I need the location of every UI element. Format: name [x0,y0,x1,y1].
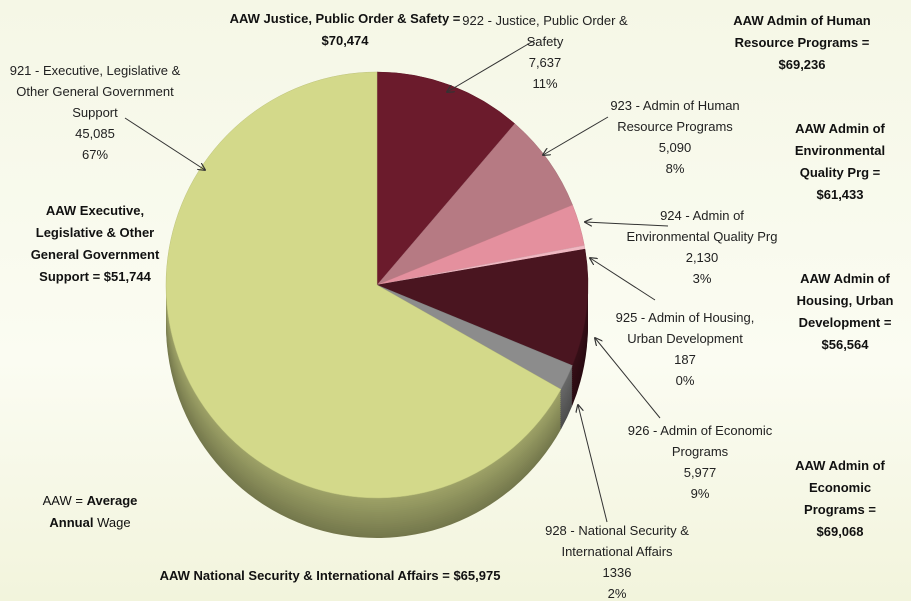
annotation: AAW Admin of Economic Programs = $69,068 [795,458,885,539]
note-text: AAW = [42,493,83,508]
value-label: 5,977 [683,465,717,480]
leader-arrow [543,116,609,155]
leader-arrow [447,39,536,92]
value-label: 2,130 [685,250,719,265]
data-label: 923 - Admin of Human Resource Programs 5,… [600,95,750,179]
slice [376,248,589,366]
annotation: AAW Executive, Legislative & Other Gener… [30,203,160,284]
annotation: AAW Admin of Housing, Urban Development … [796,271,894,352]
percent-label: 0% [675,373,695,388]
category-name: 926 - Admin of Economic Programs [627,423,773,459]
data-label: 921 - Executive, Legislative & Other Gen… [0,60,190,165]
percent-label: 3% [692,271,712,286]
data-label: 926 - Admin of Economic Programs 5,977 9% [625,420,775,504]
annotation: AAW National Security & International Af… [159,568,501,583]
value-label: 1336 [602,565,632,580]
percent-label: 9% [690,486,710,501]
leader-arrow [595,338,661,419]
value-label: 187 [674,352,696,367]
note: AAW = Average Annual Wage [30,490,150,534]
value-label: 45,085 [75,126,115,141]
annotation: AAW Admin of Environmental Quality Prg =… [794,121,886,202]
percent-label: 8% [665,161,685,176]
note-text: Average [86,493,138,508]
slice [376,123,573,286]
leader-arrow [124,117,205,170]
category-name: 923 - Admin of Human Resource Programs [610,98,740,134]
category-name: 928 - National Security & International … [545,523,689,559]
category-name: 925 - Admin of Housing, Urban Developmen… [615,310,755,346]
value-label: 5,090 [658,140,692,155]
percent-label: 2% [607,586,627,601]
annotation: AAW Admin of Human Resource Programs = $… [733,13,871,72]
percent-label: 11% [532,76,558,91]
data-label: 922 - Justice, Public Order & Safety 7,63… [460,10,630,94]
leader-arrow [578,405,608,523]
note-text: Wage [97,515,131,530]
percent-label: 67% [81,147,109,162]
data-label: 924 - Admin of Environmental Quality Prg… [620,205,785,289]
note-text: Annual [49,515,94,530]
leader-arrow [590,258,656,301]
category-name: 921 - Executive, Legislative & Other Gen… [9,63,181,120]
data-label: 925 - Admin of Housing, Urban Developmen… [600,307,770,391]
annotation: AAW Justice, Public Order & Safety = $70… [229,11,461,48]
data-label: 928 - National Security & International … [537,520,697,601]
category-name: 922 - Justice, Public Order & Safety [462,13,628,49]
value-label: 7,637 [528,55,562,70]
slice [165,71,562,499]
category-name: 924 - Admin of Environmental Quality Prg [626,208,778,244]
leader-arrow [585,222,669,227]
